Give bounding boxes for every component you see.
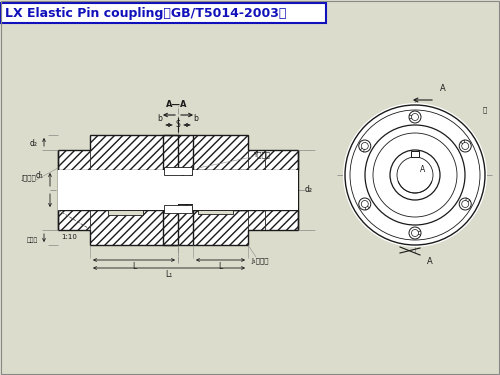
Circle shape <box>409 227 421 239</box>
Polygon shape <box>90 135 178 170</box>
Text: LX Elastic Pin coupling（GB/T5014-2003）: LX Elastic Pin coupling（GB/T5014-2003） <box>5 6 286 20</box>
Circle shape <box>350 110 480 240</box>
Polygon shape <box>265 150 298 170</box>
Polygon shape <box>193 210 248 245</box>
Circle shape <box>459 140 471 152</box>
Text: d₁: d₁ <box>36 171 44 180</box>
Polygon shape <box>58 210 90 230</box>
Text: S: S <box>176 120 180 129</box>
Text: 型轴孔: 型轴孔 <box>27 237 38 243</box>
Text: L: L <box>218 262 222 271</box>
Text: L₁: L₁ <box>166 270 172 279</box>
Circle shape <box>390 150 440 200</box>
Circle shape <box>359 140 371 152</box>
Circle shape <box>412 114 418 120</box>
Polygon shape <box>90 210 178 245</box>
Circle shape <box>373 133 457 217</box>
Polygon shape <box>58 170 178 210</box>
Text: A: A <box>440 84 446 93</box>
FancyBboxPatch shape <box>1 3 326 23</box>
Text: A—A: A—A <box>166 100 188 109</box>
Text: J₁型轴孔: J₁型轴孔 <box>252 257 269 264</box>
Polygon shape <box>164 167 192 175</box>
Text: A: A <box>427 257 433 266</box>
Polygon shape <box>58 150 90 170</box>
Polygon shape <box>198 210 233 214</box>
Circle shape <box>365 125 465 225</box>
Text: b: b <box>194 114 198 123</box>
Circle shape <box>343 103 487 247</box>
Circle shape <box>362 201 368 207</box>
Circle shape <box>462 142 468 150</box>
Circle shape <box>397 157 433 193</box>
Text: d₂: d₂ <box>305 186 313 195</box>
Polygon shape <box>248 210 265 230</box>
Polygon shape <box>163 135 193 245</box>
Circle shape <box>412 230 418 237</box>
Polygon shape <box>265 210 298 230</box>
Text: Y型轴孔: Y型轴孔 <box>253 152 270 158</box>
Text: b: b <box>158 114 162 123</box>
Text: A: A <box>420 165 426 174</box>
Text: 标: 标 <box>483 107 487 113</box>
Circle shape <box>362 142 368 150</box>
Text: J型轴孔: J型轴孔 <box>21 175 36 181</box>
Polygon shape <box>164 205 192 213</box>
Text: d₂: d₂ <box>30 138 38 147</box>
Polygon shape <box>193 135 248 170</box>
Circle shape <box>359 198 371 210</box>
Bar <box>53 127 308 253</box>
Polygon shape <box>248 150 265 170</box>
Polygon shape <box>193 170 298 210</box>
Circle shape <box>459 198 471 210</box>
Text: 1:10: 1:10 <box>61 234 77 240</box>
Polygon shape <box>163 176 193 204</box>
Bar <box>411 151 419 157</box>
Circle shape <box>409 111 421 123</box>
Text: L: L <box>132 262 136 271</box>
Circle shape <box>462 201 468 207</box>
Circle shape <box>345 105 485 245</box>
Polygon shape <box>108 210 143 215</box>
